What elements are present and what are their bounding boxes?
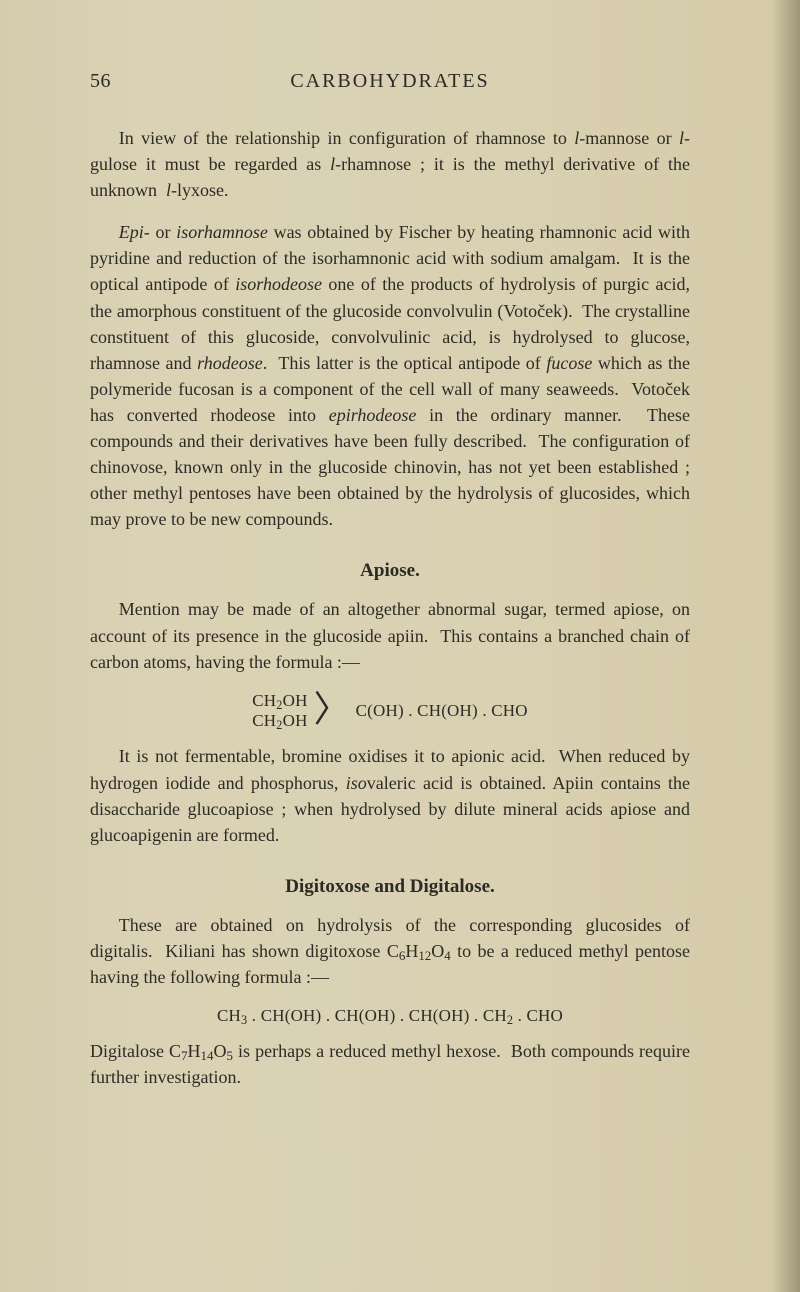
header-row: 56 CARBOHYDRATES <box>90 70 690 93</box>
formula-right: C(OH) . CH(OH) . CHO <box>356 699 528 723</box>
formula-bottom: CH2OH <box>252 711 307 731</box>
running-title: CARBOHYDRATES <box>290 70 489 93</box>
paragraph-apiose-intro: Mention may be made of an altogether abn… <box>90 596 690 674</box>
section-digitoxose-title: Digitoxose and Digitalose. <box>90 876 690 898</box>
apiose-formula: CH2OH CH2OH 〉 C(OH) . CH(OH) . CHO <box>90 691 690 732</box>
page: 56 CARBOHYDRATES In view of the relation… <box>0 0 800 1292</box>
paragraph-intro: In view of the relationship in configura… <box>90 125 690 203</box>
formula-top: CH2OH <box>252 691 307 711</box>
paragraph-apiose-details: It is not fermentable, bromine oxidises … <box>90 743 690 847</box>
paragraph-digitoxose-intro: These are obtained on hydrolysis of the … <box>90 912 690 990</box>
page-number: 56 <box>90 70 111 93</box>
digitoxose-formula: CH3 . CH(OH) . CH(OH) . CH(OH) . CH2 . C… <box>90 1006 690 1026</box>
formula-brace-icon: 〉 <box>314 695 350 724</box>
page-right-shadow <box>772 0 800 1292</box>
paragraph-epi: Epi- or isorhamnose was obtained by Fisc… <box>90 219 690 532</box>
paragraph-digitalose: Digitalose C7H14O5 is perhaps a reduced … <box>90 1038 690 1090</box>
section-apiose-title: Apiose. <box>90 560 690 582</box>
